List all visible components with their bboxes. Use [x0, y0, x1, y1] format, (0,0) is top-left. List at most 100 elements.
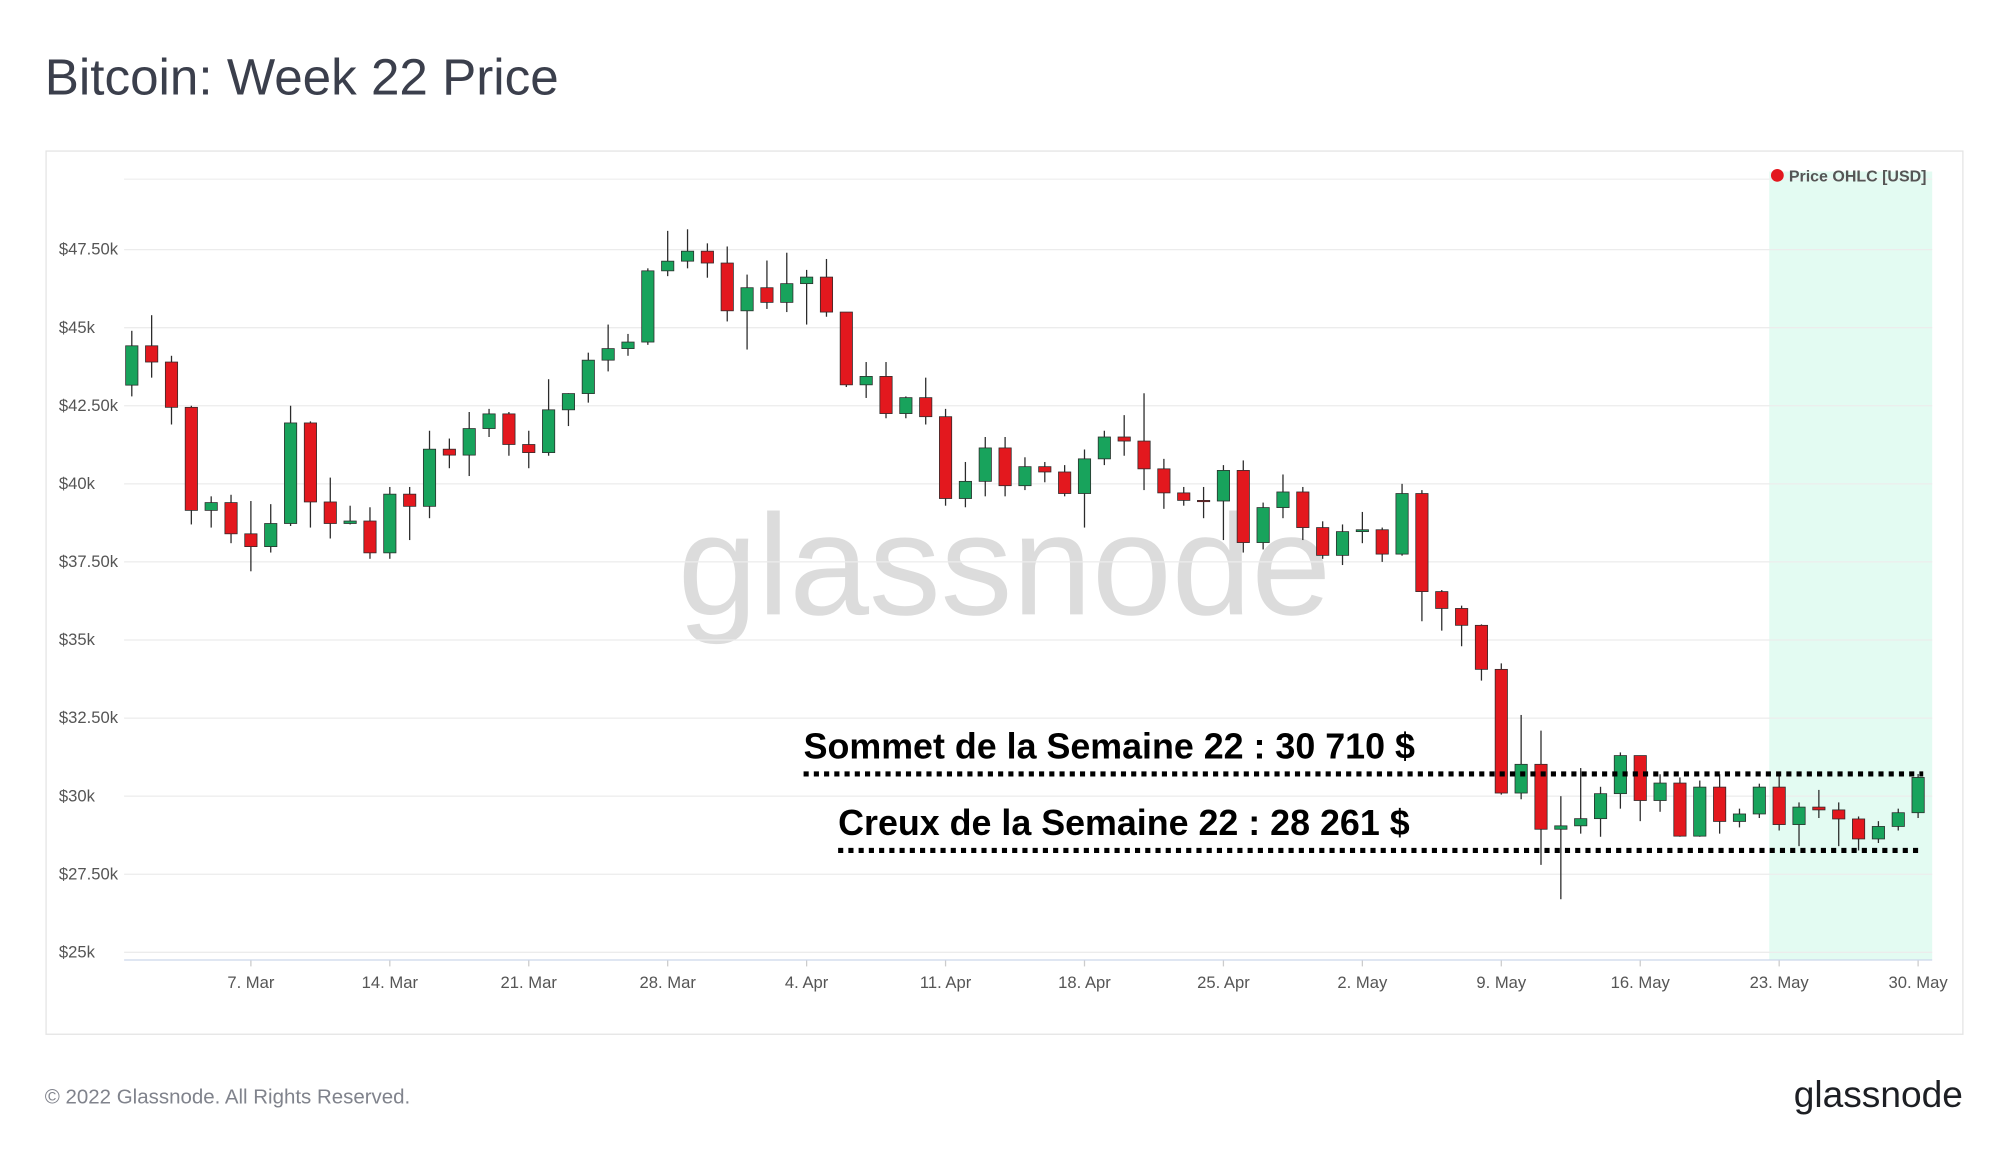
y-tick-label: $32.50k [59, 708, 119, 727]
candle-body [1097, 436, 1111, 460]
candle-body [1673, 782, 1687, 837]
candle-body [1117, 436, 1131, 442]
candle-body [184, 406, 198, 511]
candle-body [561, 393, 575, 411]
watermark: glassnode [678, 485, 1331, 645]
candle-body [264, 523, 278, 548]
candle-body [462, 428, 476, 456]
candle-body [1077, 458, 1092, 494]
candle-body [1395, 493, 1409, 555]
x-tick-label: 7. Mar [227, 973, 275, 992]
candle-body [224, 502, 238, 535]
x-tick-label: 9. May [1476, 973, 1527, 992]
candle-body [1038, 466, 1052, 473]
candle-body [164, 361, 179, 408]
candle-body [1177, 492, 1191, 501]
candle-body [661, 260, 675, 272]
y-tick-label: $45k [59, 318, 96, 337]
annotation-text: Sommet de la Semaine 22 : 30 710 $ [804, 727, 1415, 767]
candle-body [1514, 763, 1528, 794]
candle-body [502, 413, 516, 445]
candle-body [343, 520, 357, 524]
candle-body [958, 480, 972, 499]
y-tick-label: $47.50k [59, 240, 119, 259]
candle-body [422, 448, 437, 507]
candle-body [1058, 471, 1072, 494]
footer: © 2022 Glassnode. All Rights Reserved. [45, 1085, 410, 1108]
candle-body [899, 397, 913, 414]
candle-body [780, 283, 794, 303]
candle-body [1534, 763, 1548, 830]
highlight-band [1769, 171, 1933, 960]
candle-body [800, 276, 814, 285]
x-tick-label: 21. Mar [501, 973, 558, 992]
x-tick-label: 4. Apr [785, 973, 829, 992]
candle-body [1494, 668, 1508, 794]
candle-body [522, 444, 536, 453]
candle-body [740, 287, 754, 312]
candle-body [244, 533, 258, 548]
candle-body [819, 276, 834, 313]
candle-body [284, 422, 298, 524]
y-tick-label: $35k [59, 630, 96, 649]
candle-body [145, 345, 159, 363]
candle-body [720, 262, 734, 312]
candle-body [442, 448, 456, 456]
chart-title: Bitcoin: Week 22 Price [45, 49, 559, 106]
candle-body [1713, 786, 1727, 822]
candle-body [1316, 527, 1330, 556]
candle-body [919, 397, 933, 418]
candle-body [939, 416, 953, 499]
candle-body [1693, 786, 1707, 837]
candle-body [1355, 529, 1369, 533]
y-tick-label: $27.50k [59, 864, 119, 883]
legend-marker [1770, 168, 1784, 182]
candle-body [1832, 809, 1846, 820]
x-tick-label: 23. May [1750, 973, 1810, 992]
candle-body [363, 520, 377, 554]
candle-body [621, 341, 635, 349]
candle-body [1256, 507, 1270, 543]
candle-body [204, 502, 218, 511]
candle-body [1435, 591, 1449, 609]
logo: glassnode [1794, 1073, 1963, 1115]
candle-body [879, 376, 893, 414]
candle-body [1474, 624, 1488, 670]
candle-body [681, 250, 695, 262]
candle-body [1772, 786, 1786, 825]
candle-body [1574, 818, 1588, 827]
candle-body [1197, 500, 1211, 503]
candle-body [760, 287, 774, 303]
candle-body [1296, 491, 1310, 528]
candle-body [1594, 793, 1608, 820]
candle-body [1653, 782, 1667, 801]
candle-body [1018, 466, 1032, 487]
candle-body [1216, 470, 1230, 502]
candle-body [125, 345, 139, 386]
candle-body [1891, 812, 1905, 827]
candle-body [581, 359, 595, 394]
candle-body [403, 493, 417, 507]
candle-body [978, 447, 992, 482]
y-tick-label: $25k [59, 942, 96, 961]
x-tick-label: 25. Apr [1197, 973, 1250, 992]
candle-body [303, 422, 317, 503]
y-tick-label: $42.50k [59, 396, 119, 415]
candle-body [1752, 786, 1766, 815]
candle-body [859, 376, 873, 386]
candle-body [1852, 818, 1866, 840]
x-tick-label: 30. May [1889, 973, 1949, 992]
y-tick-label: $40k [59, 474, 96, 493]
candle-body [1137, 440, 1151, 470]
candle-body [1633, 755, 1647, 801]
candle-body [1455, 608, 1469, 626]
candle-body [1375, 529, 1389, 555]
candle-body [1415, 493, 1429, 592]
candle-body [1554, 825, 1568, 830]
annotation-text: Creux de la Semaine 22 : 28 261 $ [838, 803, 1410, 843]
chart-frame [45, 150, 1964, 1035]
candle-body [601, 348, 615, 361]
candle-body [1276, 491, 1290, 508]
candle-body [1157, 468, 1171, 494]
